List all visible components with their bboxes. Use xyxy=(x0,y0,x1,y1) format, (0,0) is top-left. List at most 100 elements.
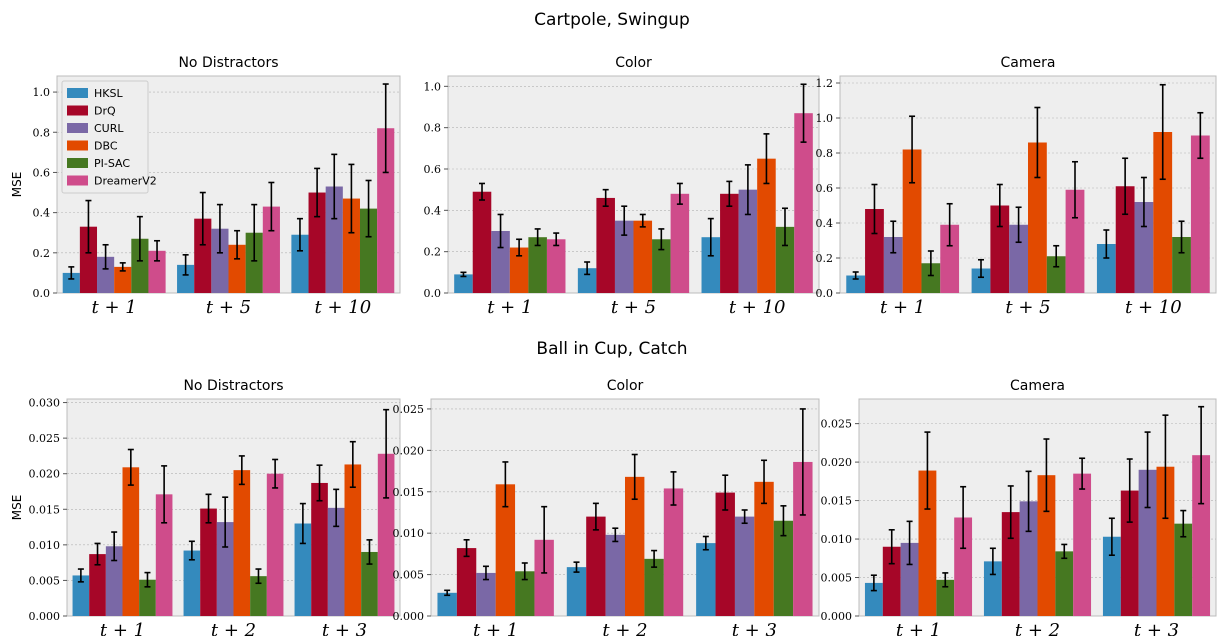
y-tick-label: 0.0 xyxy=(424,287,442,300)
bar xyxy=(846,275,866,293)
bar xyxy=(983,561,1002,616)
bar xyxy=(62,272,80,293)
y-tick-label: 0.8 xyxy=(816,147,834,160)
y-tick-label: 0.010 xyxy=(29,539,61,552)
bar xyxy=(1102,536,1121,616)
bar xyxy=(139,579,156,616)
panel-title: Camera xyxy=(1010,378,1065,394)
bar xyxy=(918,470,937,616)
legend: HKSL DrQ CURL DBC PI-SAC DreamerV2 xyxy=(61,80,157,194)
bar xyxy=(625,476,645,616)
y-tick-label: 1.0 xyxy=(424,80,442,93)
bar xyxy=(216,522,234,616)
bar xyxy=(936,579,955,616)
bar xyxy=(437,592,457,616)
y-tick-label: 0.025 xyxy=(393,403,425,416)
y-tick-label: 0.005 xyxy=(821,572,853,585)
bar xyxy=(773,520,794,616)
bar xyxy=(954,517,973,616)
bar xyxy=(122,467,140,616)
panel-title: Camera xyxy=(1001,55,1056,71)
bar xyxy=(940,224,960,293)
y-tick-label: 0.025 xyxy=(29,432,61,445)
bar xyxy=(294,523,312,616)
legend-swatch xyxy=(67,140,88,151)
bar xyxy=(701,237,721,293)
bar xyxy=(1190,135,1210,293)
legend-label: CURL xyxy=(94,122,124,135)
y-tick-label: 0.015 xyxy=(821,495,853,508)
bar xyxy=(183,550,201,616)
bar xyxy=(72,575,90,616)
x-tick-label: t + 5 xyxy=(1005,297,1050,318)
bar xyxy=(211,228,229,293)
x-tick-label: t + 1 xyxy=(92,297,137,318)
bar xyxy=(327,507,345,616)
y-tick-label: 0.000 xyxy=(821,610,853,623)
y-tick-label: 0.015 xyxy=(29,503,61,516)
bar xyxy=(266,473,284,616)
bar xyxy=(1156,466,1175,616)
bar xyxy=(89,554,106,616)
bar xyxy=(194,218,212,293)
bar xyxy=(1037,475,1056,616)
y-tick-label: 0.8 xyxy=(33,126,51,139)
y-axis-label: MSE xyxy=(10,172,24,198)
bar xyxy=(528,237,547,293)
bar xyxy=(586,516,606,616)
bar xyxy=(1172,237,1191,293)
bar xyxy=(696,543,716,616)
chart-panel-6: 0.000 0.005 0.010 0.015 0.020 0.025 Camera t + … xyxy=(821,378,1217,636)
bar xyxy=(105,546,123,616)
bar xyxy=(344,464,362,616)
x-tick-label: t + 10 xyxy=(1125,297,1182,318)
bar xyxy=(1153,132,1173,293)
x-tick-label: t + 2 xyxy=(211,620,256,636)
legend-swatch xyxy=(67,158,88,168)
bar xyxy=(734,516,755,616)
y-tick-label: 0.020 xyxy=(393,444,425,457)
y-tick-label: 0.015 xyxy=(393,486,425,499)
y-tick-label: 0.2 xyxy=(424,246,442,259)
chart-panels: 0.0 0.2 0.4 0.6 0.8 1.0 No Distractors MSE t + 1… xyxy=(10,55,1217,636)
bar xyxy=(921,263,941,293)
legend-label: DrQ xyxy=(94,105,116,118)
x-tick-label: t + 5 xyxy=(206,297,251,318)
y-tick-label: 0.8 xyxy=(424,122,442,135)
bar xyxy=(97,256,115,293)
bar xyxy=(754,481,774,616)
bar xyxy=(633,220,653,293)
bar xyxy=(1073,473,1092,616)
bar xyxy=(793,461,813,616)
bar xyxy=(456,548,477,616)
y-tick-label: 0.020 xyxy=(821,456,853,469)
bar xyxy=(377,453,395,616)
bar xyxy=(670,193,690,293)
x-tick-label: t + 1 xyxy=(100,620,145,636)
legend-swatch xyxy=(67,175,88,186)
bar xyxy=(596,197,615,293)
x-tick-label: t + 10 xyxy=(314,297,371,318)
x-tick-label: t + 1 xyxy=(487,297,532,318)
bar xyxy=(566,567,587,616)
y-tick-label: 0.0 xyxy=(816,287,834,300)
x-tick-label: t + 5 xyxy=(611,297,656,318)
bar xyxy=(1001,512,1020,616)
bar xyxy=(79,226,98,293)
bar xyxy=(476,572,496,616)
bar xyxy=(250,576,267,616)
y-axis-label: MSE xyxy=(10,495,24,521)
y-tick-label: 0.000 xyxy=(29,610,61,623)
bar xyxy=(775,226,795,293)
panel-title: Color xyxy=(615,55,652,71)
bar xyxy=(377,128,395,293)
y-tick-label: 0.4 xyxy=(33,207,51,220)
y-tick-label: 0.005 xyxy=(29,574,61,587)
y-tick-label: 0.025 xyxy=(821,418,853,431)
x-tick-label: t + 10 xyxy=(729,297,786,318)
bar xyxy=(865,209,884,293)
legend-label: DreamerV2 xyxy=(94,175,157,188)
bar xyxy=(114,266,132,293)
y-tick-label: 0.000 xyxy=(393,610,425,623)
